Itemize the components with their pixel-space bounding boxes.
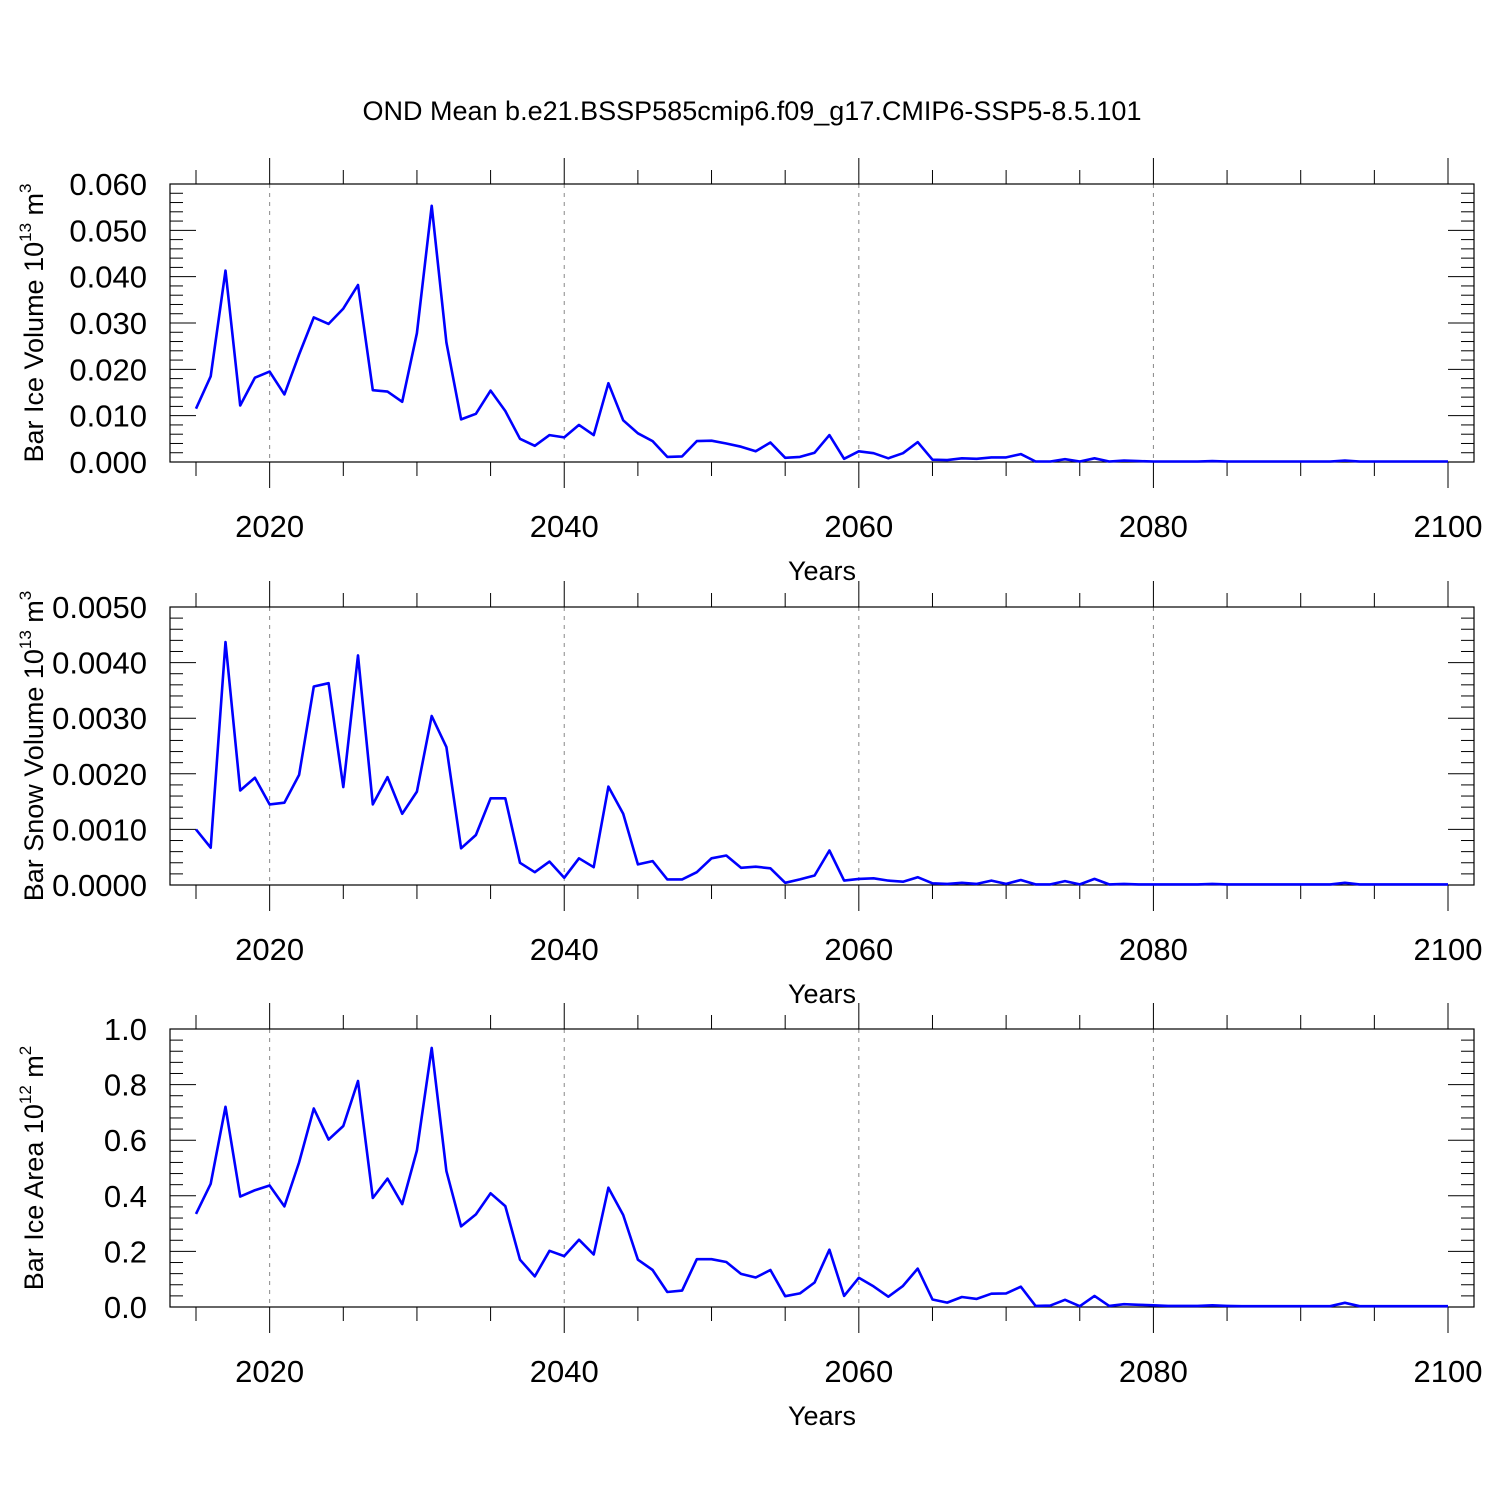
panel-3: 0.0 0.2 0.4 0.6 0.8 1.0 2020 2040 2060 2080 2100 Ye… xyxy=(16,1003,1482,1431)
panel-2: 0.0000 0.0010 0.0020 0.0030 0.0040 0.0050 2020… xyxy=(16,581,1482,1009)
x-tick-label: 2020 xyxy=(235,1354,304,1389)
y-tick-label: 1.0 xyxy=(104,1012,147,1047)
y-tick-label: 0.000 xyxy=(69,445,147,480)
y-tick-label: 0.4 xyxy=(104,1179,147,1214)
y-tick-label: 0.0030 xyxy=(52,701,147,736)
x-tick-label: 2020 xyxy=(235,509,304,544)
plot-frame xyxy=(169,1028,1475,1308)
y-tick-label: 0.0000 xyxy=(52,868,147,903)
series-line xyxy=(194,640,1448,886)
x-axis-label: Years xyxy=(788,979,856,1009)
plot-frame xyxy=(169,183,1475,463)
panels: 0.000 0.010 0.020 0.030 0.040 0.050 0.060 2020 2… xyxy=(16,158,1482,1431)
x-tick-label: 2080 xyxy=(1119,509,1188,544)
x-axis-label: Years xyxy=(788,556,856,586)
x-tick-label: 2080 xyxy=(1119,932,1188,967)
y-tick-label: 0.030 xyxy=(69,306,147,341)
x-tick-label: 2040 xyxy=(530,932,599,967)
y-tick-label: 0.0010 xyxy=(52,812,147,847)
y-tick-label: 0.040 xyxy=(69,260,147,295)
y-tick-label: 0.6 xyxy=(104,1123,147,1158)
x-tick-label: 2100 xyxy=(1414,509,1483,544)
y-tick-label: 0.0050 xyxy=(52,590,147,625)
series-line xyxy=(194,1046,1448,1308)
x-tick-label: 2060 xyxy=(824,509,893,544)
y-tick-label: 0.2 xyxy=(104,1234,147,1269)
y-tick-label: 0.010 xyxy=(69,399,147,434)
chart-title: OND Mean b.e21.BSSP585cmip6.f09_g17.CMIP… xyxy=(363,96,1142,126)
y-tick-label: 0.8 xyxy=(104,1068,147,1103)
y-axis-label: Bar Ice Volume 1013 m3 xyxy=(16,183,49,462)
x-axis-label: Years xyxy=(788,1401,856,1431)
x-tick-label: 2020 xyxy=(235,932,304,967)
y-axis-label: Bar Ice Area 1012 m2 xyxy=(16,1046,49,1291)
y-tick-label: 0.0040 xyxy=(52,646,147,681)
y-tick-label: 0.020 xyxy=(69,352,147,387)
y-tick-label: 0.060 xyxy=(69,167,147,202)
y-axis-label: Bar Snow Volume 1013 m3 xyxy=(16,591,49,902)
x-tick-label: 2100 xyxy=(1414,1354,1483,1389)
x-tick-label: 2060 xyxy=(824,1354,893,1389)
y-tick-label: 0.0020 xyxy=(52,757,147,792)
plot-frame xyxy=(169,606,1475,886)
series-line xyxy=(194,204,1448,463)
x-tick-label: 2040 xyxy=(530,509,599,544)
y-tick-label: 0.050 xyxy=(69,213,147,248)
x-tick-label: 2060 xyxy=(824,932,893,967)
x-tick-label: 2080 xyxy=(1119,1354,1188,1389)
x-tick-label: 2100 xyxy=(1414,932,1483,967)
panel-1: 0.000 0.010 0.020 0.030 0.040 0.050 0.060 2020 2… xyxy=(16,158,1482,586)
y-tick-label: 0.0 xyxy=(104,1290,147,1325)
x-tick-label: 2040 xyxy=(530,1354,599,1389)
